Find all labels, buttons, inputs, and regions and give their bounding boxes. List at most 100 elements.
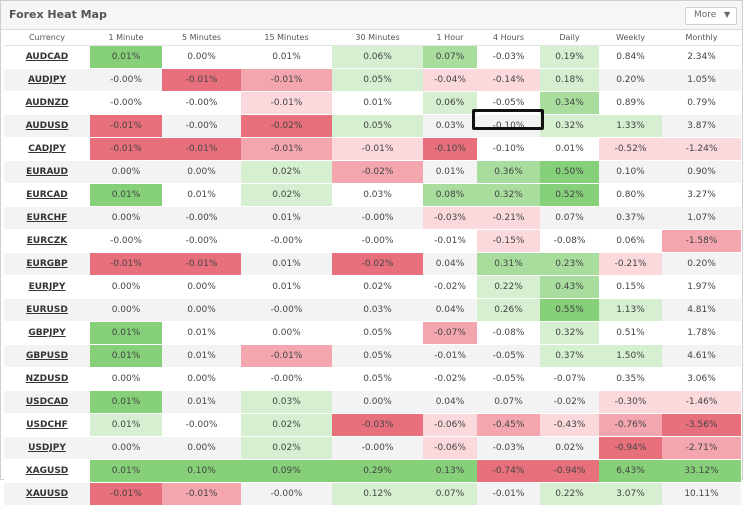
value-cell: -0.01% — [90, 482, 162, 506]
column-header-4-hours[interactable]: 4 Hours — [477, 30, 540, 46]
value-cell: -0.07% — [423, 321, 477, 345]
value-cell: 0.05% — [332, 367, 423, 391]
value-cell: 0.02% — [241, 160, 332, 184]
value-cell: 0.01% — [90, 390, 162, 414]
currency-link-usdjpy[interactable]: USDJPY — [4, 436, 90, 460]
currency-link-nzdusd[interactable]: NZDUSD — [4, 367, 90, 391]
value-cell: 0.07% — [540, 206, 599, 230]
table-body: AUDCAD 0.01% 0.00% 0.01% 0.06% 0.07% -0.03% 0.1… — [4, 45, 741, 506]
currency-link-euraud[interactable]: EURAUD — [4, 160, 90, 184]
currency-link-eurjpy[interactable]: EURJPY — [4, 275, 90, 299]
value-cell: 0.32% — [540, 114, 599, 138]
selected-cell-outline — [472, 109, 544, 130]
table-row: EURJPY 0.00% 0.00% 0.01% 0.02% -0.02% 0.22% 0.4… — [4, 275, 741, 299]
value-cell: 0.01% — [90, 344, 162, 368]
value-cell: 0.32% — [540, 321, 599, 345]
value-cell: -0.06% — [423, 413, 477, 437]
value-cell: -0.00% — [162, 413, 241, 437]
value-cell: 0.05% — [332, 344, 423, 368]
table-row: EURCHF 0.00% -0.00% 0.01% -0.00% -0.03% -0.21%… — [4, 206, 741, 230]
value-cell: -0.10% — [423, 137, 477, 161]
widget-header: Forex Heat Map More ▼ — [1, 1, 742, 30]
value-cell: 0.04% — [423, 390, 477, 414]
value-cell: -0.30% — [599, 390, 662, 414]
column-header-30-minutes[interactable]: 30 Minutes — [332, 30, 423, 46]
value-cell: 0.10% — [599, 160, 662, 184]
currency-link-gbpusd[interactable]: GBPUSD — [4, 344, 90, 368]
value-cell: 33.12% — [662, 459, 741, 483]
value-cell: -3.56% — [662, 413, 741, 437]
value-cell: -1.58% — [662, 229, 741, 253]
currency-link-gbpjpy[interactable]: GBPJPY — [4, 321, 90, 345]
table-row: USDJPY 0.00% 0.00% 0.02% -0.00% -0.06% -0.03% 0… — [4, 436, 741, 460]
column-header-5-minutes[interactable]: 5 Minutes — [162, 30, 241, 46]
currency-link-cadjpy[interactable]: CADJPY — [4, 137, 90, 161]
column-header-1-minute[interactable]: 1 Minute — [90, 30, 162, 46]
table-row: AUDNZD -0.00% -0.00% -0.01% 0.01% 0.06% -0.05%… — [4, 91, 741, 115]
currency-link-audnzd[interactable]: AUDNZD — [4, 91, 90, 115]
column-header-currency[interactable]: Currency — [4, 30, 90, 46]
value-cell: 1.07% — [662, 206, 741, 230]
value-cell: 0.00% — [90, 275, 162, 299]
table-row: USDCHF 0.01% -0.00% 0.02% -0.03% -0.06% -0.45%… — [4, 413, 741, 437]
value-cell: 1.50% — [599, 344, 662, 368]
currency-link-xagusd[interactable]: XAGUSD — [4, 459, 90, 483]
value-cell: -0.01% — [332, 137, 423, 161]
value-cell: -0.10% — [477, 137, 540, 161]
currency-link-eurgbp[interactable]: EURGBP — [4, 252, 90, 276]
table-row: EURAUD 0.00% 0.00% 0.02% -0.02% 0.01% 0.36% 0.5… — [4, 160, 741, 184]
value-cell: 0.02% — [241, 183, 332, 207]
value-cell: 0.00% — [162, 275, 241, 299]
more-label: More — [694, 10, 717, 20]
value-cell: 0.43% — [540, 275, 599, 299]
column-header-15-minutes[interactable]: 15 Minutes — [241, 30, 332, 46]
table-row: GBPUSD 0.01% 0.01% -0.01% 0.05% -0.01% -0.05% 0… — [4, 344, 741, 368]
currency-link-usdchf[interactable]: USDCHF — [4, 413, 90, 437]
value-cell: 0.12% — [332, 482, 423, 506]
table-row: CADJPY -0.01% -0.01% -0.01% -0.01% -0.10% -0.1… — [4, 137, 741, 161]
value-cell: 0.06% — [332, 45, 423, 69]
value-cell: -0.76% — [599, 413, 662, 437]
value-cell: -0.74% — [477, 459, 540, 483]
value-cell: -0.01% — [90, 114, 162, 138]
currency-link-audusd[interactable]: AUDUSD — [4, 114, 90, 138]
value-cell: -0.03% — [477, 436, 540, 460]
currency-link-xauusd[interactable]: XAUUSD — [4, 482, 90, 506]
currency-link-eurusd[interactable]: EURUSD — [4, 298, 90, 322]
more-dropdown-button[interactable]: More ▼ — [685, 7, 737, 25]
value-cell: 0.00% — [90, 298, 162, 322]
value-cell: 4.61% — [662, 344, 741, 368]
column-header-daily[interactable]: Daily — [540, 30, 599, 46]
value-cell: -0.01% — [90, 252, 162, 276]
value-cell: 0.20% — [599, 68, 662, 92]
currency-link-eurczk[interactable]: EURCZK — [4, 229, 90, 253]
currency-link-audjpy[interactable]: AUDJPY — [4, 68, 90, 92]
value-cell: -0.01% — [477, 482, 540, 506]
value-cell: -0.21% — [599, 252, 662, 276]
column-header-1-hour[interactable]: 1 Hour — [423, 30, 477, 46]
value-cell: -0.02% — [423, 275, 477, 299]
value-cell: 0.03% — [332, 183, 423, 207]
value-cell: 0.36% — [477, 160, 540, 184]
value-cell: 1.33% — [599, 114, 662, 138]
currency-link-eurchf[interactable]: EURCHF — [4, 206, 90, 230]
value-cell: 10.11% — [662, 482, 741, 506]
value-cell: -0.94% — [540, 459, 599, 483]
value-cell: 3.06% — [662, 367, 741, 391]
currency-link-audcad[interactable]: AUDCAD — [4, 45, 90, 69]
value-cell: -0.94% — [599, 436, 662, 460]
value-cell: 0.02% — [241, 436, 332, 460]
value-cell: 0.01% — [241, 206, 332, 230]
currency-link-usdcad[interactable]: USDCAD — [4, 390, 90, 414]
value-cell: 0.00% — [241, 321, 332, 345]
column-header-weekly[interactable]: Weekly — [599, 30, 662, 46]
value-cell: -0.00% — [241, 482, 332, 506]
currency-link-eurcad[interactable]: EURCAD — [4, 183, 90, 207]
value-cell: 0.84% — [599, 45, 662, 69]
value-cell: 0.01% — [162, 390, 241, 414]
value-cell: -2.71% — [662, 436, 741, 460]
value-cell: -0.21% — [477, 206, 540, 230]
value-cell: -0.00% — [90, 91, 162, 115]
value-cell: 0.00% — [90, 367, 162, 391]
column-header-monthly[interactable]: Monthly — [662, 30, 741, 46]
